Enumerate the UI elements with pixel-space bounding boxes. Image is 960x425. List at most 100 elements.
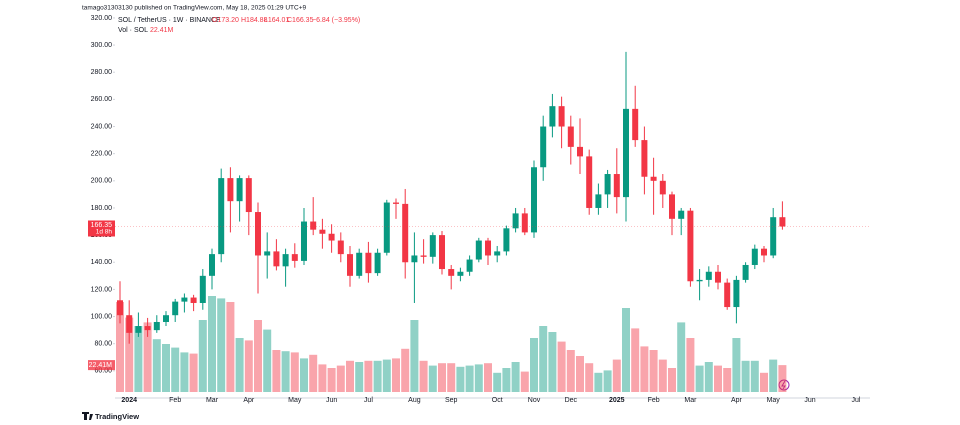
volume-bar <box>226 302 235 392</box>
y-tick-label: 180.00 <box>91 205 113 212</box>
candle-body <box>347 254 353 276</box>
volume-bar <box>125 317 134 392</box>
candle-body <box>356 252 363 276</box>
legend-low: L164.01 <box>264 17 289 24</box>
volume-bar <box>612 359 621 392</box>
x-tick-label: Jul <box>852 397 861 404</box>
volume-bar <box>364 360 373 392</box>
volume-bar <box>272 350 281 392</box>
volume-bar <box>410 320 419 392</box>
candle-body <box>531 167 537 233</box>
candle-body <box>209 254 215 276</box>
price-tag-value: 166.35 <box>91 222 113 229</box>
volume-bar <box>530 338 538 392</box>
candle-body <box>540 126 547 168</box>
volume-bar <box>300 358 308 392</box>
candle-body <box>411 255 418 263</box>
candle-body <box>742 264 749 280</box>
volume-bar <box>714 365 722 392</box>
y-tick-label: 240.00 <box>91 123 113 130</box>
volume-bar <box>465 365 474 392</box>
volume-bar <box>456 366 465 392</box>
volume-bar <box>484 363 492 392</box>
volume-bar <box>668 368 676 392</box>
volume-bar <box>750 360 759 392</box>
published: tamago31303130 published on TradingView.… <box>82 5 306 12</box>
volume-bar <box>263 329 272 392</box>
volume-bar <box>520 371 529 392</box>
volume-bar <box>631 328 640 392</box>
volume-bar <box>152 339 161 392</box>
volume-bar <box>603 370 612 392</box>
candle-body <box>190 297 197 303</box>
candle-body <box>567 126 574 147</box>
candle-body <box>227 178 234 202</box>
symbol: SOL / TetherUS · 1W · BINANCE <box>118 17 221 24</box>
legend-close: C166.35 <box>287 17 314 24</box>
candle-body <box>163 315 169 322</box>
volume-bar <box>447 363 456 392</box>
candle-body <box>264 251 271 256</box>
volume-bar <box>704 362 713 392</box>
volume-value: 22.41M <box>150 27 174 34</box>
brand: TradingView <box>95 412 139 421</box>
volume-bar <box>419 360 428 392</box>
volume-bar <box>502 368 511 392</box>
y-tick-label: 140.00 <box>91 259 113 266</box>
candle-body <box>337 240 344 255</box>
x-tick-label: May <box>288 397 302 404</box>
volume-bar <box>695 365 704 392</box>
candle-body <box>705 271 712 280</box>
volume-bar <box>539 326 548 392</box>
x-tick-label: Aug <box>408 397 421 404</box>
x-tick-label: Dec <box>565 397 578 404</box>
volume-tag-value: 22.41M <box>89 362 113 369</box>
candle-body <box>650 176 657 181</box>
y-tick-label: 120.00 <box>91 286 113 293</box>
y-tick-label: 280.00 <box>91 69 113 76</box>
candle-body <box>512 213 519 229</box>
candle-body <box>126 315 133 333</box>
candle-body <box>678 210 685 219</box>
candle-body <box>751 248 758 265</box>
candle-body <box>172 301 179 316</box>
volume-bar <box>235 338 244 392</box>
candle-body <box>117 300 123 316</box>
volume-bar <box>392 358 400 392</box>
candle-body <box>687 210 694 282</box>
volume-bar <box>769 359 778 392</box>
legend-open: O173.20 <box>212 17 239 24</box>
y-tick-label: 320.00 <box>91 15 113 22</box>
candle-body <box>632 108 639 141</box>
candle-body <box>715 271 721 283</box>
y-tick-label: 220.00 <box>91 151 113 158</box>
volume-bar <box>281 351 290 392</box>
x-tick-label: Oct <box>492 397 503 404</box>
x-tick-label: Jun <box>326 397 337 404</box>
candle-body <box>669 194 675 219</box>
candle-body <box>604 174 611 195</box>
volume-bar <box>778 365 787 392</box>
candle-body <box>494 251 501 256</box>
x-tick-label: Apr <box>243 397 255 404</box>
volume-bar <box>382 359 391 392</box>
candle-body <box>549 106 556 127</box>
candle-body <box>374 252 381 274</box>
volume-bar <box>585 363 594 392</box>
volume-bar <box>373 360 382 392</box>
volume-bar <box>254 320 262 392</box>
volume-bar <box>116 302 124 392</box>
candle-body <box>420 255 427 257</box>
candle-body <box>475 240 482 260</box>
candle-body <box>521 213 528 233</box>
candle-body <box>218 178 225 255</box>
candle-body <box>365 252 372 274</box>
x-tick-label: Feb <box>169 397 181 404</box>
volume-bar <box>594 372 603 392</box>
volume-bar <box>336 365 345 392</box>
candle-body <box>595 194 602 208</box>
x-tick-label: Jun <box>804 397 815 404</box>
